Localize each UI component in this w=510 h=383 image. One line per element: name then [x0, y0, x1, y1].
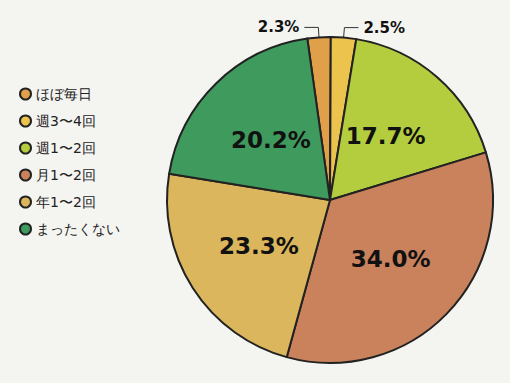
- svg-text:まったくない: まったくない: [36, 221, 120, 237]
- svg-text:2.5%: 2.5%: [363, 19, 405, 37]
- svg-text:17.7%: 17.7%: [346, 123, 426, 149]
- svg-text:年1〜2回: 年1〜2回: [36, 194, 96, 210]
- svg-text:2.3%: 2.3%: [258, 18, 300, 36]
- svg-text:月1〜2回: 月1〜2回: [36, 167, 96, 183]
- svg-text:20.2%: 20.2%: [231, 127, 311, 153]
- svg-text:23.3%: 23.3%: [219, 233, 299, 259]
- svg-text:週3〜4回: 週3〜4回: [36, 113, 96, 129]
- svg-text:ほぼ毎日: ほぼ毎日: [36, 86, 92, 102]
- svg-text:34.0%: 34.0%: [351, 246, 431, 272]
- svg-text:週1〜2回: 週1〜2回: [36, 140, 96, 156]
